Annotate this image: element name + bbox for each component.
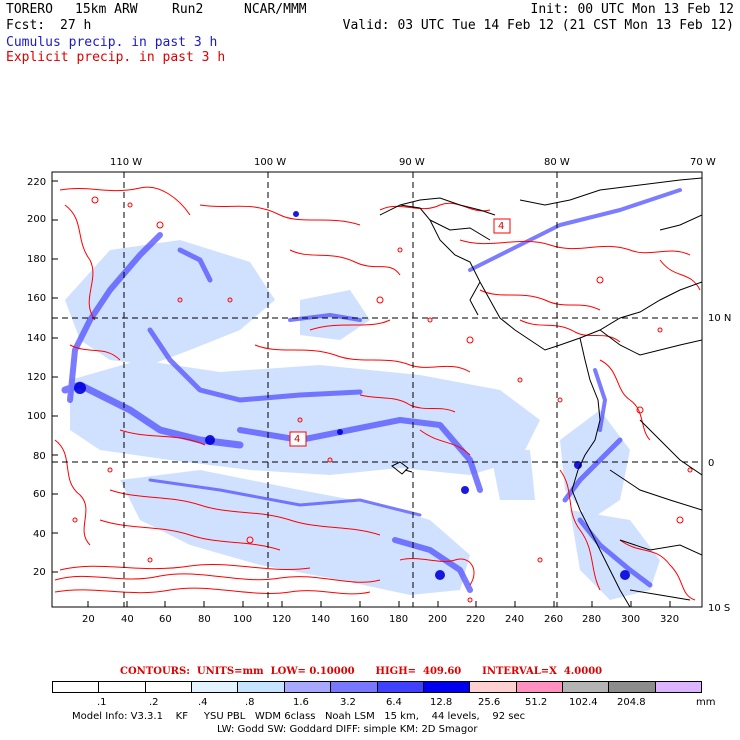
frame-ticks: [52, 180, 671, 607]
x-tick-label: 40: [121, 614, 134, 625]
lon-label: 110 W: [110, 157, 143, 168]
lon-label: 70 W: [690, 157, 716, 168]
y-tick-label: 100: [27, 411, 47, 422]
run-label: Run2: [172, 2, 204, 17]
legend-tick: 102.4: [569, 697, 598, 708]
fcst-value: 27 h: [60, 18, 92, 33]
cumulus-core-spots: [74, 211, 630, 580]
legend-bin: [284, 682, 332, 692]
y-tick-label: 120: [27, 372, 47, 383]
y-tick-label: 60: [33, 489, 46, 500]
x-tick-label: 80: [198, 614, 211, 625]
init-time: Init: 00 UTC Mon 13 Feb 12: [530, 2, 735, 17]
high-marker-label: 4: [498, 221, 505, 232]
legend-bin: [609, 682, 656, 692]
x-tick-label: 120: [272, 614, 292, 625]
legend-tick: .1: [97, 697, 107, 708]
x-tick-label: 20: [82, 614, 95, 625]
x-tick-label: 200: [428, 614, 448, 625]
x-tick-label: 180: [389, 614, 409, 625]
y-tick-label: 200: [27, 214, 47, 225]
cumulus-precip-title: Cumulus precip. in past 3 h: [6, 35, 218, 50]
model-resolution: 15km ARW: [75, 2, 138, 17]
y-tick-label: 80: [33, 451, 46, 462]
y-tick-label: 160: [27, 293, 47, 304]
explicit-contour-specks: [72, 196, 693, 603]
cumulus-light-areas: [65, 240, 660, 600]
x-tick-label: 300: [621, 614, 641, 625]
legend-tick: .4: [198, 697, 208, 708]
lat-label: 10 S: [708, 603, 731, 614]
x-tick-label: 220: [466, 614, 486, 625]
legend-tick: 6.4: [386, 697, 402, 708]
fcst-label: Fcst:: [6, 18, 46, 33]
legend-bin: [516, 682, 563, 692]
explicit-contours: [54, 186, 701, 601]
legend-bin: [53, 682, 100, 692]
model-info-line2: LW: Godd SW: Goddard DIFF: simple KM: 2D…: [217, 724, 478, 735]
high-markers: [289, 218, 511, 447]
lon-label: 80 W: [544, 157, 570, 168]
x-tick-label: 240: [505, 614, 525, 625]
x-tick-label: 260: [544, 614, 564, 625]
legend-bin: [331, 682, 378, 692]
contours-info: CONTOURS: UNITS=mm LOW= 0.10000 HIGH= 40…: [120, 666, 603, 677]
legend-tick: 25.6: [478, 697, 501, 708]
x-tick-label: 140: [311, 614, 331, 625]
org-label: NCAR/MMM: [244, 2, 307, 17]
legend-bin: [377, 682, 424, 692]
legend-bin: [655, 682, 702, 692]
legend-tick: 1.6: [293, 697, 309, 708]
model-name: TORERO: [6, 2, 53, 17]
legend-unit: mm: [696, 697, 716, 708]
lat-label: 10 N: [708, 313, 732, 324]
legend-tick: .2: [149, 697, 159, 708]
y-tick-label: 40: [33, 529, 46, 540]
explicit-precip-title: Explicit precip. in past 3 h: [6, 50, 226, 65]
y-tick-label: 140: [27, 333, 47, 344]
lat-label: 0: [708, 458, 715, 469]
high-marker-label: 4: [294, 434, 301, 445]
valid-time: Valid: 03 UTC Tue 14 Feb 12 (21 CST Mon …: [342, 18, 734, 33]
x-tick-label: 100: [233, 614, 253, 625]
legend-bin: [145, 682, 193, 692]
graticule: [52, 172, 702, 607]
x-tick-label: 320: [660, 614, 680, 625]
map-frame: [51, 171, 703, 608]
legend-bin: [423, 682, 471, 692]
legend-bin: [562, 682, 610, 692]
x-tick-label: 60: [159, 614, 172, 625]
y-tick-label: 220: [27, 177, 47, 188]
legend-tick: 12.8: [430, 697, 453, 708]
y-tick-label: 180: [27, 254, 47, 265]
legend-tick: .8: [245, 697, 255, 708]
lon-label: 100 W: [254, 157, 287, 168]
lon-label: 90 W: [399, 157, 425, 168]
legend-bin: [99, 682, 146, 692]
x-tick-label: 280: [582, 614, 602, 625]
precip-color-scale: [52, 681, 702, 693]
legend-tick: 204.8: [617, 697, 646, 708]
coastlines: [379, 177, 702, 607]
x-tick-label: 160: [350, 614, 370, 625]
y-tick-label: 20: [33, 567, 46, 578]
legend-tick: 3.2: [340, 697, 356, 708]
legend-tick: 51.2: [525, 697, 548, 708]
legend-bin: [238, 682, 285, 692]
model-info-line1: Model Info: V3.3.1 KF YSU PBL WDM 6class…: [72, 711, 526, 722]
legend-bin: [470, 682, 517, 692]
legend-bin: [192, 682, 239, 692]
